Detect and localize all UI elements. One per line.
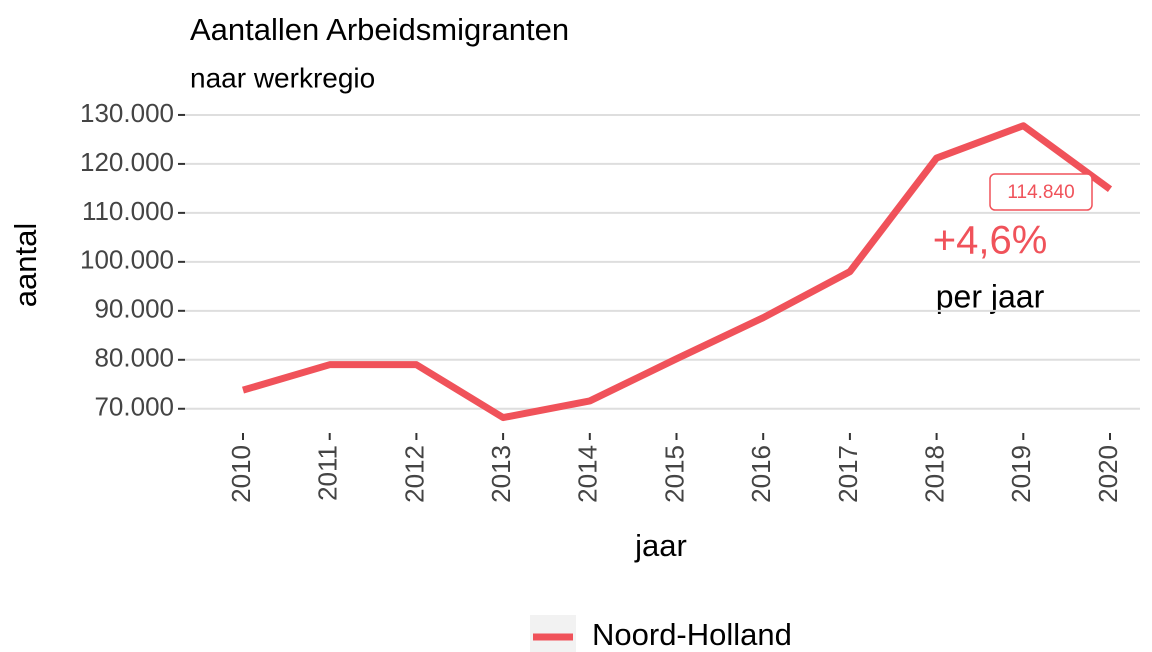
x-tick-label: 2014: [573, 445, 603, 503]
y-tick-label: 110.000: [82, 196, 174, 226]
y-tick-label: 80.000: [94, 343, 174, 373]
x-tick-label: 2019: [1006, 445, 1036, 503]
chart-subtitle: naar werkregio: [190, 62, 375, 93]
annotation: +4,6%: [933, 219, 1048, 263]
y-axis-label: aantal: [8, 223, 43, 307]
x-tick-label: 2011: [313, 445, 343, 501]
y-tick-label: 90.000: [94, 294, 174, 324]
x-axis-label: jaar: [634, 528, 687, 563]
y-tick-label: 100.000: [80, 245, 174, 275]
x-tick-label: 2010: [226, 445, 256, 503]
x-tick-label: 2018: [919, 445, 949, 503]
x-tick-label: 2012: [399, 445, 429, 503]
line: [242, 122, 1113, 422]
y-tick-label: 120.000: [80, 147, 174, 177]
label-box: [989, 173, 1093, 211]
y-tick-label: 70.000: [94, 392, 174, 422]
x-tick-label: 2013: [486, 445, 516, 503]
chart-title: Aantallen Arbeidsmigranten: [190, 12, 569, 47]
x-tick-label: 2017: [833, 445, 863, 503]
x-tick-label: 2016: [746, 445, 776, 503]
y-tick-label: 130.000: [80, 98, 174, 128]
annotation: per jaar: [936, 278, 1045, 314]
value-label: 114.840: [989, 173, 1093, 211]
x-tick-label: 2020: [1093, 445, 1123, 503]
x-tick-label: 2015: [659, 445, 689, 503]
value-label-text: 114.840: [1007, 182, 1074, 203]
legend-label: Noord-Holland: [592, 617, 792, 652]
